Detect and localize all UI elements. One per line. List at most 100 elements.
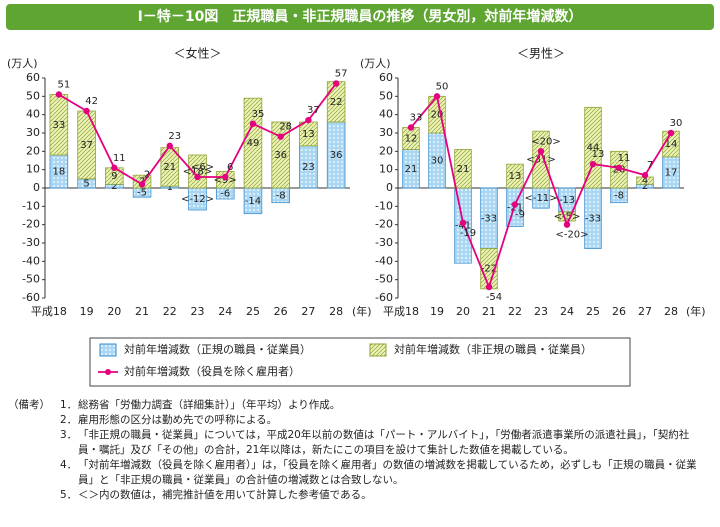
bar-value-label: 1 bbox=[167, 182, 173, 193]
total-value-label: -9 bbox=[515, 210, 525, 221]
note-row: 4． 「対前年増減数（役員を除く雇用者）」は，「役員を除く雇用者」の数値の増減数を… bbox=[8, 458, 708, 488]
x-axis-unit: (年) bbox=[352, 304, 372, 318]
y-tick-label: 50 bbox=[26, 89, 40, 102]
total-point bbox=[563, 221, 571, 228]
total-point bbox=[55, 91, 63, 98]
bar-value-label: -33 bbox=[585, 213, 601, 224]
bar-value-label: 36 bbox=[274, 150, 287, 161]
notes-spacer bbox=[8, 428, 60, 458]
bar-value-label: 18 bbox=[52, 167, 65, 178]
note-text: 「非正規の職員・従業員」については，平成20年以前の数値は「パート・アルバイト」… bbox=[78, 429, 690, 456]
note-text: 「対前年増減数（役員を除く雇用者）」は，「役員を除く雇用者」の数値の増減数を掲載… bbox=[78, 459, 697, 486]
bar-value-label: 12 bbox=[405, 134, 418, 145]
x-tick-label: 20 bbox=[107, 305, 121, 318]
y-tick-label: 60 bbox=[379, 71, 393, 84]
bar-value-label: 20 bbox=[431, 110, 444, 121]
bar-value-label: -8 bbox=[614, 190, 624, 201]
y-tick-label: -60 bbox=[375, 291, 393, 304]
bar-value-label: <31> bbox=[526, 155, 555, 166]
total-value-label: <6> bbox=[191, 162, 214, 173]
note-row: 2． 雇用形態の区分は勤め先での呼称による。 bbox=[8, 413, 708, 428]
bar-value-label: -6 bbox=[220, 189, 230, 200]
note-number: 4． bbox=[60, 459, 78, 471]
y-tick-label: -50 bbox=[375, 273, 393, 286]
y-tick-label: -30 bbox=[375, 236, 393, 249]
y-tick-label: -40 bbox=[375, 254, 393, 267]
y-tick-label: 10 bbox=[26, 163, 40, 176]
y-tick-label: 20 bbox=[26, 144, 40, 157]
y-tick-label: -20 bbox=[22, 218, 40, 231]
bar-value-label: 4 bbox=[642, 176, 648, 187]
y-tick-label: -50 bbox=[22, 273, 40, 286]
total-value-label: 2 bbox=[144, 169, 150, 180]
legend-swatch bbox=[369, 343, 387, 357]
total-value-label: 50 bbox=[436, 81, 449, 92]
total-value-label: 11 bbox=[618, 153, 631, 164]
total-point bbox=[407, 124, 415, 131]
notes-spacer bbox=[8, 488, 60, 503]
y-axis-label: (万人) bbox=[360, 57, 391, 70]
total-point bbox=[166, 142, 173, 150]
panel-title: ＜女性＞ bbox=[173, 46, 221, 61]
y-axis-label: (万人) bbox=[7, 57, 38, 70]
legend-label: 対前年増減数（正規の職員・従業員） bbox=[124, 342, 311, 356]
total-value-label: -19 bbox=[460, 228, 476, 239]
y-tick-label: -40 bbox=[22, 254, 40, 267]
total-value-label: 35 bbox=[252, 109, 265, 120]
note-row: （備考） 1． 総務省「労働力調査（詳細集計）」（年平均）より作成。 bbox=[8, 398, 708, 413]
note-text: 雇用形態の区分は勤め先での呼称による。 bbox=[78, 414, 278, 426]
total-value-label: -54 bbox=[486, 292, 502, 303]
total-value-label: 42 bbox=[85, 96, 98, 107]
total-point bbox=[111, 164, 118, 172]
bar-value-label: <-12> bbox=[181, 194, 214, 205]
x-tick-label: 27 bbox=[638, 305, 652, 318]
bar-value-label: -41 bbox=[455, 221, 471, 232]
x-tick-label: 26 bbox=[612, 305, 626, 318]
bar-value-label: 21 bbox=[405, 164, 418, 175]
bar-value-label: 2 bbox=[642, 181, 648, 192]
y-tick-label: -10 bbox=[22, 199, 40, 212]
y-tick-label: -10 bbox=[375, 199, 393, 212]
total-value-label: 23 bbox=[168, 131, 181, 142]
y-tick-label: 40 bbox=[26, 108, 40, 121]
total-value-label: 30 bbox=[670, 118, 683, 129]
total-value-label: 6 bbox=[227, 162, 233, 173]
total-point bbox=[222, 173, 229, 181]
bar-value-label: 37 bbox=[80, 140, 93, 151]
page: Ⅰ－特－10図 正規職員・非正規職員の推移（男女別，対前年増減数） ＜女性＞ (万… bbox=[0, 4, 720, 527]
bar-value-label: <18> bbox=[183, 167, 212, 178]
x-tick-label: 20 bbox=[456, 305, 470, 318]
bar-value-label: 21 bbox=[457, 164, 470, 175]
x-tick-label: 25 bbox=[246, 305, 260, 318]
y-tick-label: 0 bbox=[33, 181, 40, 194]
total-point bbox=[589, 160, 597, 168]
legend-label: 対前年増減数（非正規の職員・従業員） bbox=[394, 342, 592, 356]
bar-value-label: 13 bbox=[302, 129, 315, 140]
y-tick-label: 30 bbox=[379, 126, 393, 139]
bar-value-label: 44 bbox=[587, 143, 600, 154]
bar-segment bbox=[271, 121, 290, 189]
bar-value-label: 14 bbox=[665, 139, 678, 150]
x-tick-label: 19 bbox=[430, 305, 444, 318]
total-point bbox=[615, 164, 623, 172]
y-tick-label: 0 bbox=[386, 181, 393, 194]
total-value-label: 11 bbox=[113, 153, 126, 164]
total-value-label: 13 bbox=[592, 149, 605, 160]
x-tick-label: 23 bbox=[191, 305, 205, 318]
x-tick-label: 21 bbox=[135, 305, 149, 318]
total-point bbox=[433, 93, 441, 100]
y-tick-label: -30 bbox=[22, 236, 40, 249]
bar-segment bbox=[558, 211, 576, 222]
x-tick-label: 23 bbox=[534, 305, 548, 318]
bar-segment bbox=[506, 163, 524, 189]
note-text: 総務省「労働力調査（詳細集計）」（年平均）より作成。 bbox=[78, 399, 341, 411]
x-tick-label: 平成18 bbox=[383, 305, 419, 318]
note-number: 2． bbox=[60, 414, 78, 426]
x-tick-label: 22 bbox=[163, 305, 177, 318]
x-axis-unit: (年) bbox=[686, 304, 706, 318]
bar-value-label: 33 bbox=[52, 120, 65, 131]
bar-value-label: <-5> bbox=[554, 211, 581, 222]
total-point bbox=[332, 80, 340, 87]
note-text: ＜＞内の数値は，補完推計値を用いて計算した参考値である。 bbox=[78, 489, 372, 501]
notes-label: （備考） bbox=[8, 399, 50, 411]
